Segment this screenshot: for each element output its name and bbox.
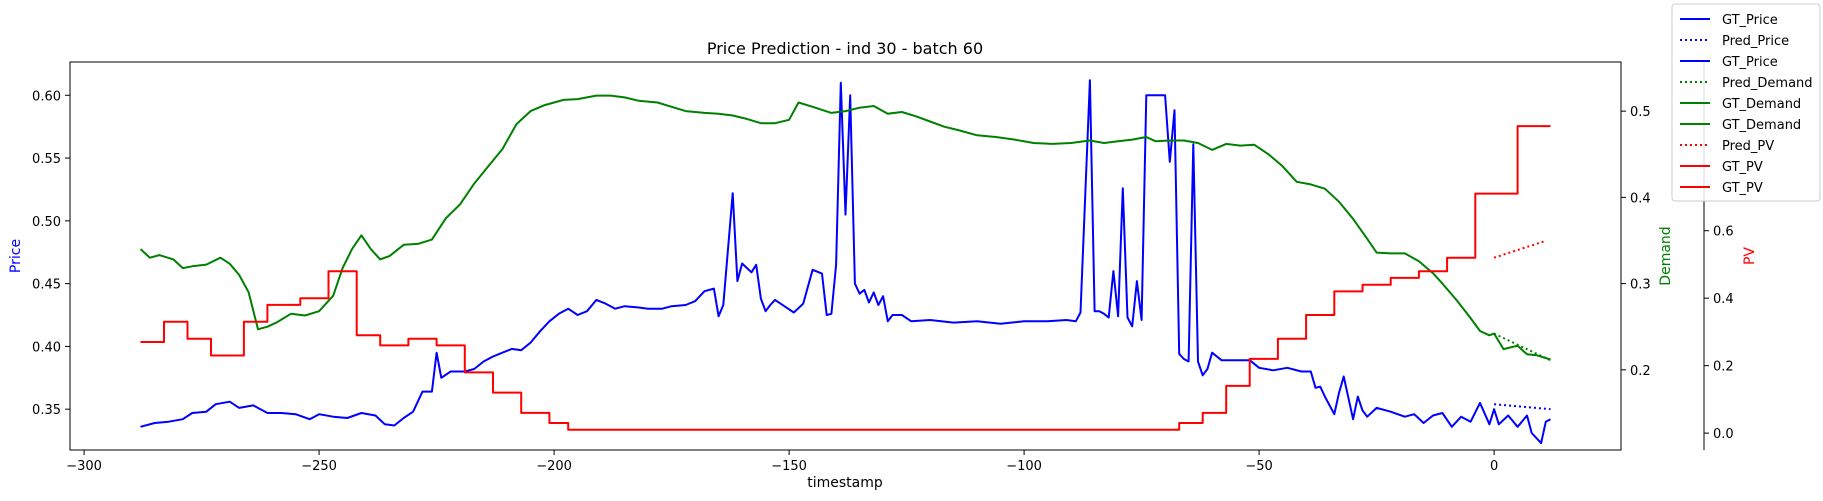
plot-frame [69,61,1622,451]
series-gt-demand-line [139,94,1551,361]
series-layer [139,79,1551,445]
x-tick-label: −250 [301,459,337,474]
price-tick-label: 0.60 [32,89,61,104]
chart-legend: GT_Price Pred_Price GT_Price Pred_Demand GT_… [1671,3,1821,202]
y-axis-price-label: Price [8,239,24,273]
y-axis-demand: 0.2 0.3 0.4 0.5 [1621,105,1651,379]
legend-frame [1671,3,1821,202]
pv-tick-label: 0.2 [1713,360,1734,375]
legend-label: GT_Demand [1722,118,1801,133]
legend-label: GT_Price [1722,13,1778,28]
series-gt-pv-line [140,125,1551,431]
x-tick-label: −200 [536,459,572,474]
demand-tick-label: 0.3 [1630,278,1651,293]
series-pred-pv-line [1493,239,1547,259]
x-tick-label: −50 [1245,459,1272,474]
demand-tick-label: 0.4 [1630,191,1651,206]
price-tick-label: 0.55 [32,152,61,167]
demand-tick-label: 0.2 [1630,364,1651,379]
pv-tick-label: 0.4 [1713,292,1734,307]
chart-title: Price Prediction - ind 30 - batch 60 [707,39,983,58]
series-gt-price-line [140,79,1551,445]
demand-tick-label: 0.5 [1630,105,1651,120]
y-axis-pv-label: PV [1742,247,1758,265]
legend-label: GT_PV [1722,160,1763,175]
pv-tick-label: 0.6 [1713,225,1734,240]
x-axis: −300 −250 −200 −150 −100 −50 0 [66,450,1498,474]
legend-label: GT_Price [1722,55,1778,70]
price-tick-label: 0.40 [32,340,61,355]
price-tick-label: 0.35 [32,403,61,418]
x-tick-label: 0 [1490,459,1498,474]
legend-label: Pred_Price [1722,34,1789,49]
x-tick-label: −300 [66,459,102,474]
price-tick-label: 0.45 [32,278,61,293]
x-tick-label: −150 [771,459,807,474]
pv-tick-label: 0.0 [1713,427,1734,442]
x-axis-label: timestamp [807,475,883,491]
series-pred-demand-line [1493,332,1551,362]
y-axis-price: 0.35 0.40 0.45 0.50 0.55 0.60 [32,89,70,418]
y-axis-demand-label: Demand [1658,226,1674,285]
legend-label: Pred_PV [1722,139,1774,154]
legend-label: Pred_Demand [1722,76,1813,91]
legend-label: GT_PV [1722,181,1763,196]
legend-label: GT_Demand [1722,97,1801,112]
x-tick-label: −100 [1006,459,1042,474]
price-tick-label: 0.50 [32,215,61,230]
